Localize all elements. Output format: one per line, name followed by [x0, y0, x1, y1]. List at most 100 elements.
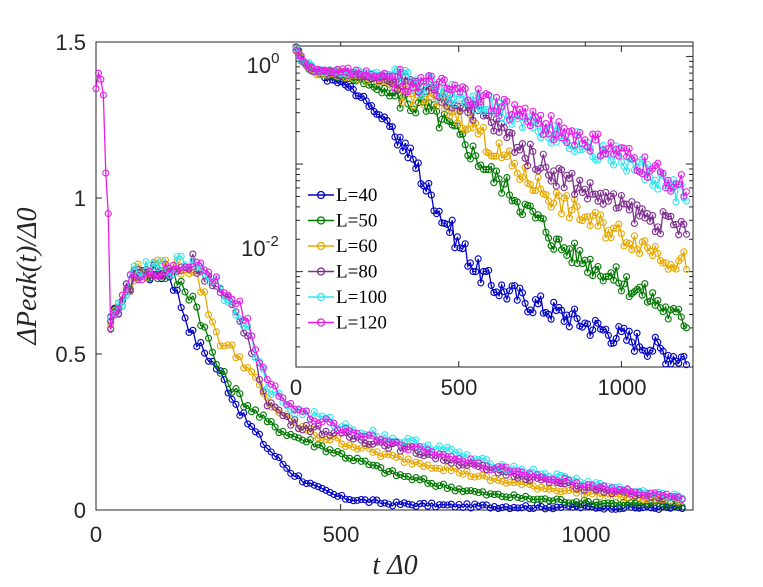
inset-data-point [654, 185, 662, 193]
inset-data-point [565, 323, 573, 331]
inset-data-point [495, 175, 503, 183]
inset-data-point [677, 181, 685, 189]
main-data-point [377, 436, 385, 444]
inset-data-point [529, 207, 537, 216]
legend-label: L=80 [336, 262, 377, 283]
main-data-point [553, 477, 561, 485]
main-data-point [447, 467, 455, 475]
main-data-point [526, 495, 534, 503]
main-data-point [287, 430, 295, 439]
inset-data-point [433, 91, 441, 100]
inset-data-point [482, 166, 490, 174]
inset-data-point [490, 107, 498, 115]
main-data-point [373, 437, 381, 445]
inset-data-point [557, 166, 566, 174]
main-data-point [580, 496, 588, 504]
main-data-point [561, 498, 569, 506]
inset-data-point [500, 180, 508, 188]
inset-data-point [521, 154, 529, 162]
main-data-point [212, 328, 220, 336]
inset-data-point [367, 102, 376, 110]
main-data-point [193, 342, 201, 351]
main-data-point [185, 296, 193, 304]
inset-data-point [552, 182, 560, 190]
main-data-point [435, 465, 444, 473]
main-data-point [596, 483, 604, 491]
main-data-point [193, 263, 201, 272]
inset-data-point [599, 200, 607, 208]
main-data-point [310, 481, 318, 489]
main-data-point [224, 341, 232, 349]
inset-data-point [591, 136, 599, 144]
inset-data-point [557, 134, 566, 142]
main-data-point [392, 472, 401, 480]
main-data-point [306, 479, 314, 487]
main-data-point [627, 499, 635, 507]
inset-data-point [597, 189, 605, 197]
inset-data-point [505, 191, 514, 199]
inset-data-point [620, 144, 628, 152]
inset-data-point [495, 112, 503, 120]
main-data-point [326, 418, 334, 426]
inset-data-point [547, 112, 555, 120]
inset-data-point [610, 161, 618, 169]
inset-data-point [542, 191, 550, 199]
main-data-point [197, 288, 205, 296]
main-data-point [134, 276, 142, 284]
main-data-point [396, 500, 404, 509]
main-data-point [193, 303, 201, 311]
inset-data-point [555, 118, 563, 126]
main-data-point [451, 455, 459, 463]
main-data-point [365, 431, 373, 439]
inset-data-point [391, 133, 399, 141]
main-data-point [526, 470, 534, 478]
inset-data-point [576, 246, 584, 255]
inset-data-point [550, 122, 558, 130]
main-data-point [565, 499, 573, 507]
main-data-point [173, 286, 181, 294]
main-data-point [572, 498, 581, 506]
inset-data-point [597, 211, 605, 219]
inset-data-point [526, 140, 534, 148]
main-data-point [439, 501, 447, 509]
main-data-point [361, 430, 369, 439]
main-data-point [565, 486, 573, 495]
inset-data-point [649, 347, 657, 355]
main-data-point [443, 444, 451, 452]
inset-data-point [513, 169, 521, 177]
inset-data-point [550, 199, 558, 207]
main-data-point [201, 270, 209, 278]
inset-data-point [524, 162, 532, 170]
inset-data-point [433, 107, 441, 115]
main-data-point [248, 332, 256, 340]
main-data-point [576, 500, 585, 508]
main-data-point [259, 363, 267, 371]
inset-data-point [584, 268, 592, 276]
inset-data-point [560, 184, 568, 192]
main-data-point [486, 466, 494, 474]
inset-data-point [669, 221, 678, 229]
inset-data-point [649, 289, 657, 297]
inset-data-point [490, 179, 498, 187]
main-data-point [467, 487, 475, 495]
main-data-point [279, 412, 287, 420]
inset-data-point [615, 220, 623, 228]
main-data-point [385, 468, 393, 476]
main-data-point [224, 389, 232, 397]
main-data-point [244, 322, 252, 330]
main-data-point [608, 500, 616, 508]
main-data-point [287, 421, 295, 429]
main-data-point [623, 485, 631, 493]
inset-data-point [534, 119, 542, 128]
inset-data-point [401, 88, 409, 96]
main-data-point [342, 454, 350, 462]
main-data-point [537, 503, 545, 511]
inset-data-point [362, 67, 370, 75]
main-data-point [92, 85, 100, 93]
main-ytick-label: 0 [74, 498, 86, 523]
inset-data-point [682, 230, 691, 238]
inset-data-point [490, 288, 498, 297]
inset-data-point [643, 173, 651, 182]
inset-data-point [604, 145, 612, 153]
main-data-point [404, 455, 412, 463]
